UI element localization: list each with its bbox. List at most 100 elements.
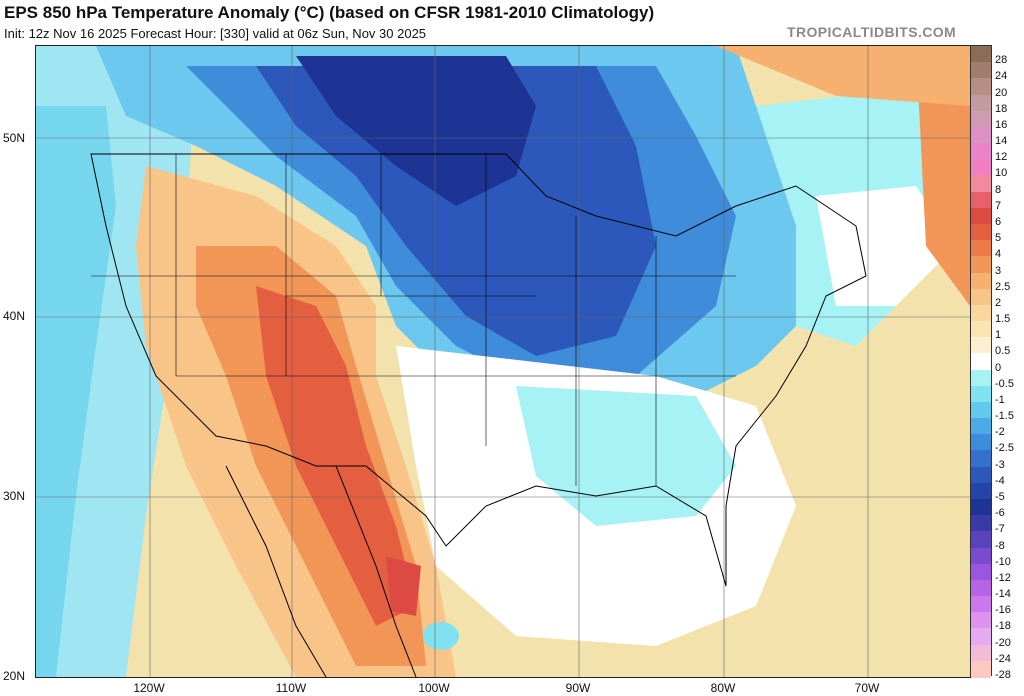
legend-label: -1	[995, 393, 1005, 406]
legend-label: -6	[995, 507, 1005, 520]
legend-swatch	[971, 46, 991, 63]
legend-swatch	[971, 482, 991, 500]
legend-label: 10	[995, 167, 1008, 180]
legend-swatch	[971, 126, 991, 144]
legend-label: -18	[995, 620, 1011, 633]
legend-swatch	[971, 207, 991, 225]
legend-label: -5	[995, 491, 1005, 504]
legend-swatch	[971, 450, 991, 468]
legend-swatch	[971, 110, 991, 128]
legend-label: -24	[995, 652, 1011, 665]
legend-swatch	[971, 515, 991, 532]
legend-label: -3	[995, 458, 1005, 471]
legend-label: -1.5	[995, 410, 1014, 423]
legend-swatch	[971, 434, 991, 452]
west-warm-core	[256, 286, 416, 626]
legend-swatch	[971, 596, 991, 613]
legend-label: 18	[995, 102, 1008, 115]
legend-swatch	[971, 612, 991, 630]
legend-label: -2.5	[995, 442, 1014, 455]
lon-label-90w: 90W	[565, 681, 591, 695]
legend-swatch	[971, 337, 991, 354]
legend-label: -0.5	[995, 377, 1014, 390]
legend-label: -7	[995, 523, 1005, 536]
legend-swatch	[971, 175, 991, 193]
lat-label-40n: 40N	[3, 309, 26, 323]
legend-label: -4	[995, 474, 1005, 487]
legend-swatch	[971, 62, 991, 79]
chart-title: EPS 850 hPa Temperature Anomaly (°C) (ba…	[4, 3, 655, 22]
legend-label: 3	[995, 264, 1002, 277]
legend-swatch	[971, 143, 991, 160]
legend-label: -28	[995, 669, 1011, 681]
lon-label-100w: 100W	[418, 681, 450, 695]
legend-swatch	[971, 369, 991, 387]
legend-label: 8	[995, 183, 1002, 196]
legend-swatch	[971, 78, 991, 96]
legend-label: 2	[995, 296, 1002, 309]
legend-swatch	[971, 499, 991, 516]
lat-label-30n: 30N	[3, 489, 26, 503]
lon-label-80w: 80W	[710, 681, 736, 695]
legend-swatch	[971, 159, 991, 177]
lon-label-120w: 120W	[133, 681, 165, 695]
lat-label-50n: 50N	[3, 131, 26, 145]
watermark: TROPICALTIDBITS.COM	[787, 24, 957, 40]
legend-label: -8	[995, 539, 1005, 552]
legend-swatch	[971, 644, 991, 662]
atlantic-warm	[916, 46, 970, 306]
cold-anomaly-deep	[296, 56, 536, 206]
legend-swatch	[971, 563, 991, 581]
tropical-cool-patch	[423, 622, 459, 650]
cold-anomaly-core	[256, 66, 656, 356]
legend-label: 0.5	[995, 345, 1011, 358]
state-borders	[91, 154, 736, 486]
legend-label: -12	[995, 571, 1011, 584]
pacific-cold-core	[36, 106, 116, 677]
legend-swatch	[971, 531, 991, 549]
legend-label: 1.5	[995, 313, 1011, 326]
southeast-cool	[516, 386, 736, 526]
legend-swatch	[971, 579, 991, 597]
northeast-neutral	[816, 186, 956, 306]
legend-label: 20	[995, 86, 1008, 99]
graticule	[36, 46, 970, 677]
legend-label: 0	[995, 361, 1002, 374]
legend-label: 16	[995, 118, 1008, 131]
legend-label: 5	[995, 232, 1002, 245]
legend-swatch	[971, 272, 991, 290]
legend-label: 7	[995, 199, 1002, 212]
legend-swatch	[971, 401, 991, 419]
legend-label: 24	[995, 70, 1008, 83]
legend-swatch	[971, 385, 991, 403]
legend-swatch	[971, 321, 991, 338]
legend-label: 1	[995, 329, 1002, 342]
legend-label: 12	[995, 151, 1008, 164]
legend-label: -20	[995, 636, 1011, 649]
legend-label: -10	[995, 555, 1011, 568]
lat-label-20n: 20N	[3, 669, 26, 683]
legend-swatch	[971, 353, 991, 371]
legend-label: 28	[995, 54, 1008, 67]
legend-swatch	[971, 628, 991, 646]
lon-label-70w: 70W	[854, 681, 880, 695]
legend-label: -16	[995, 604, 1011, 617]
legend-swatch	[971, 223, 991, 241]
legend-swatch	[971, 304, 991, 322]
legend-swatch	[971, 94, 991, 112]
legend-label: 2.5	[995, 280, 1011, 293]
lon-label-110w: 110W	[275, 681, 307, 695]
legend-swatch	[971, 418, 991, 435]
legend-swatch	[971, 288, 991, 306]
anomaly-map	[35, 45, 971, 678]
legend-swatch	[971, 256, 991, 274]
forecast-info: Init: 12z Nov 16 2025 Forecast Hour: [33…	[4, 26, 427, 41]
legend-swatch	[971, 240, 991, 257]
legend-label: 6	[995, 215, 1002, 228]
legend-label: 14	[995, 135, 1008, 148]
legend-colorbar	[970, 45, 992, 678]
legend-label: 4	[995, 248, 1002, 261]
north-atlantic-warm	[716, 46, 970, 106]
legend-label: -2	[995, 426, 1005, 439]
legend-swatch	[971, 547, 991, 565]
